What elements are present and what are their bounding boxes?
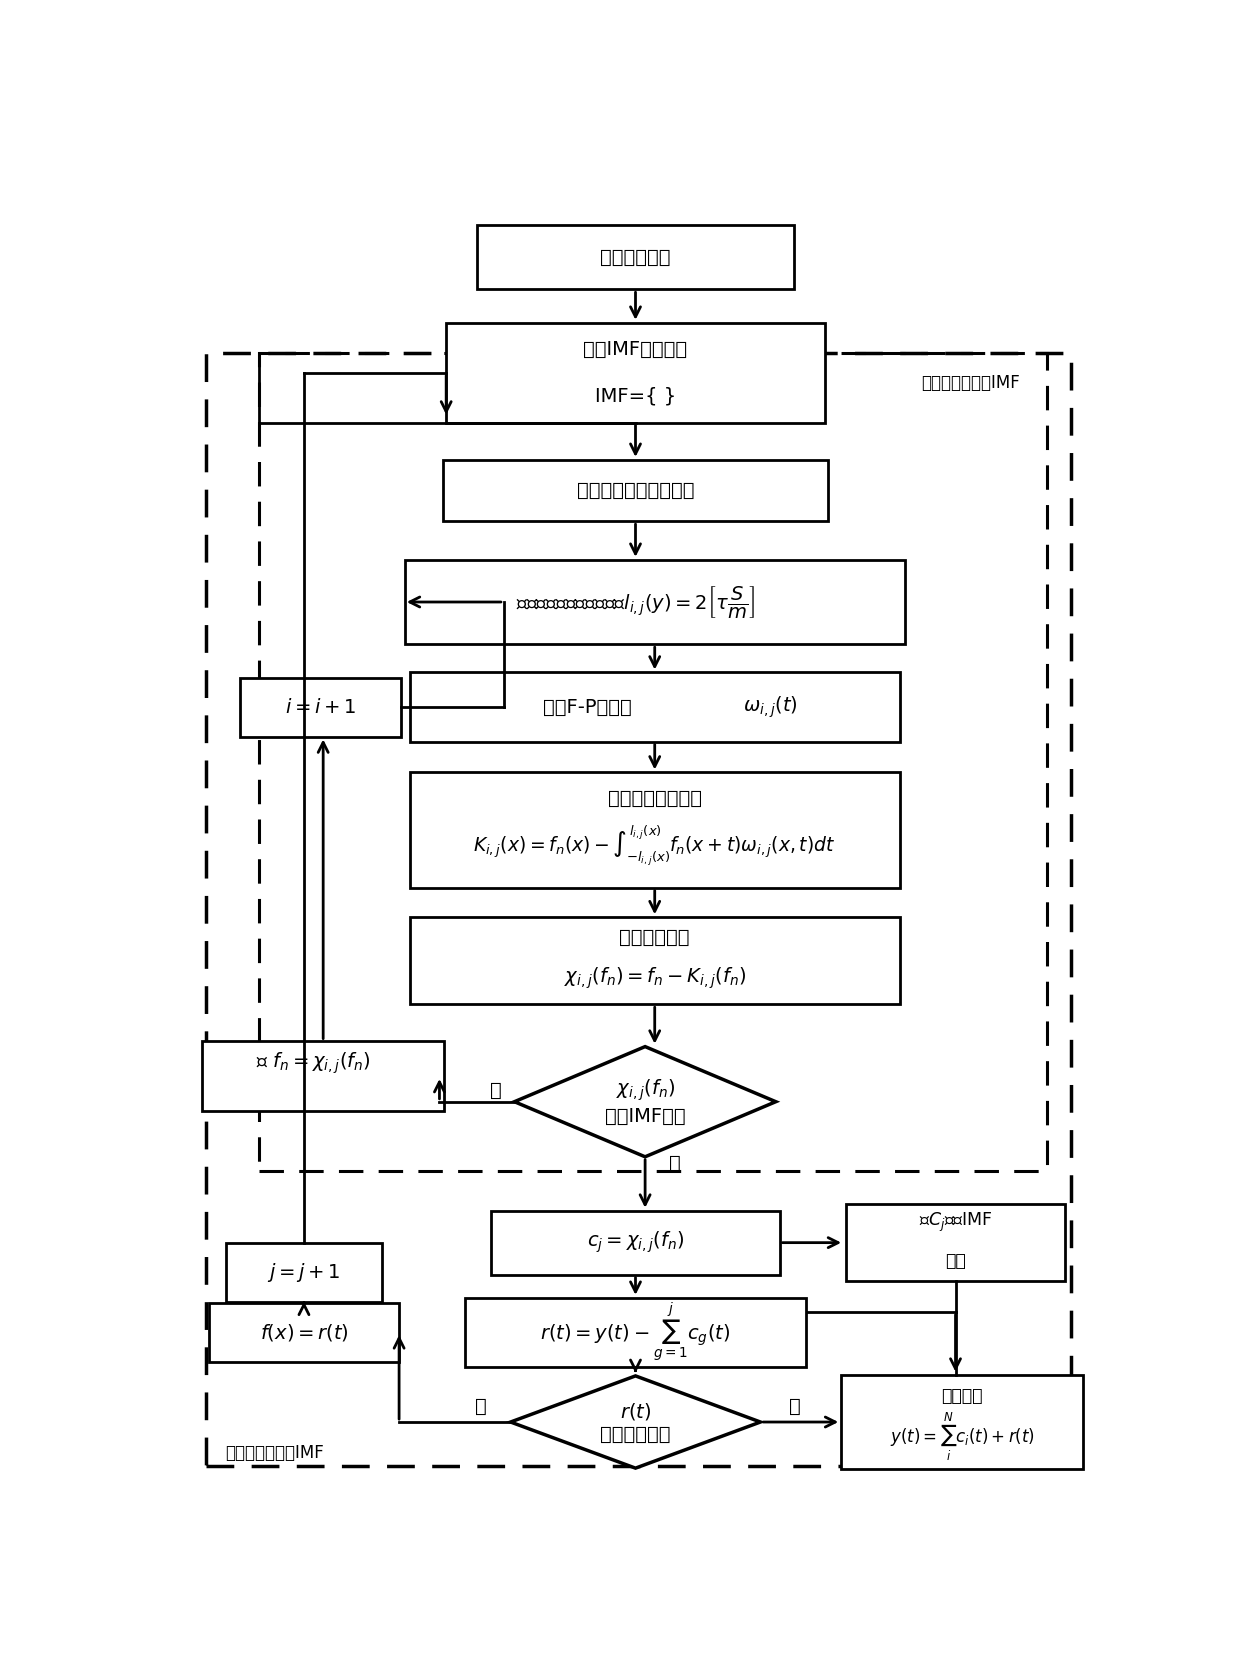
Text: 是: 是	[670, 1153, 681, 1173]
Text: 计算移动平均波形: 计算移动平均波形	[608, 789, 702, 807]
Text: $y(t)=\sum_{i}^{N}c_i(t)+r(t)$: $y(t)=\sum_{i}^{N}c_i(t)+r(t)$	[890, 1411, 1034, 1463]
FancyBboxPatch shape	[409, 772, 900, 887]
FancyBboxPatch shape	[841, 1374, 1084, 1469]
Text: 将$C_j$加入IMF: 将$C_j$加入IMF	[919, 1210, 992, 1233]
FancyBboxPatch shape	[491, 1211, 780, 1275]
Text: 最终结果: 最终结果	[941, 1388, 983, 1406]
FancyBboxPatch shape	[404, 559, 905, 644]
FancyBboxPatch shape	[202, 1042, 444, 1110]
Text: IMF={ }: IMF={ }	[595, 386, 676, 406]
FancyBboxPatch shape	[445, 323, 826, 423]
Text: $\omega_{i,j}(t)$: $\omega_{i,j}(t)$	[743, 694, 797, 721]
Text: $f(x)=r(t)$: $f(x)=r(t)$	[259, 1321, 348, 1343]
Text: 采集振动信号: 采集振动信号	[600, 248, 671, 266]
FancyBboxPatch shape	[239, 677, 401, 737]
Text: $r(t)=y(t)-\sum_{g=1}^{j}c_g(t)$: $r(t)=y(t)-\sum_{g=1}^{j}c_g(t)$	[541, 1301, 730, 1364]
Text: $\chi_{i,j}(f_n)$
满足IMF准则: $\chi_{i,j}(f_n)$ 满足IMF准则	[605, 1078, 686, 1125]
Text: $j=j+1$: $j=j+1$	[267, 1261, 341, 1283]
Text: 是: 是	[789, 1398, 801, 1416]
FancyBboxPatch shape	[409, 917, 900, 1005]
Text: $c_j=\chi_{i,j}(f_n)$: $c_j=\chi_{i,j}(f_n)$	[587, 1230, 684, 1255]
Text: $K_{i,j}(x)=f_n(x)-\int_{-l_{i,j}(x)}^{l_{i,j}(x)}f_n(x+t)\omega_{i,j}(x,t)dt$: $K_{i,j}(x)=f_n(x)-\int_{-l_{i,j}(x)}^{l…	[474, 824, 836, 869]
FancyBboxPatch shape	[444, 459, 828, 521]
Text: 信号波动分量: 信号波动分量	[620, 929, 689, 947]
FancyBboxPatch shape	[477, 225, 794, 290]
FancyBboxPatch shape	[846, 1205, 1065, 1281]
Text: 产生F-P滤波器: 产生F-P滤波器	[543, 697, 632, 717]
FancyBboxPatch shape	[226, 1243, 382, 1301]
Text: 否: 否	[475, 1398, 486, 1416]
Text: 集合: 集合	[945, 1251, 966, 1270]
Text: 令 $f_n=\chi_{i,j}(f_n)$: 令 $f_n=\chi_{i,j}(f_n)$	[257, 1050, 371, 1077]
Polygon shape	[515, 1047, 776, 1156]
Text: 否: 否	[490, 1080, 502, 1100]
Text: 初始化内循环迭代参数: 初始化内循环迭代参数	[577, 481, 694, 499]
Text: 计算单个波形的滤波长度$l_{i,j}(y)=2\left[\tau\dfrac{S}{m}\right]$: 计算单个波形的滤波长度$l_{i,j}(y)=2\left[\tau\dfrac…	[516, 584, 755, 621]
Text: $\chi_{i,j}(f_n)=f_n-K_{i,j}(f_n)$: $\chi_{i,j}(f_n)=f_n-K_{i,j}(f_n)$	[563, 965, 746, 992]
FancyBboxPatch shape	[208, 1303, 399, 1361]
Polygon shape	[511, 1376, 760, 1468]
FancyBboxPatch shape	[465, 1298, 806, 1366]
Text: 外循环产生所有IMF: 外循环产生所有IMF	[226, 1444, 324, 1461]
Text: 设定IMF分量成分: 设定IMF分量成分	[584, 339, 687, 359]
FancyBboxPatch shape	[409, 672, 900, 742]
Text: $i=i+1$: $i=i+1$	[285, 697, 356, 717]
Text: 内循环计算单一IMF: 内循环计算单一IMF	[921, 374, 1019, 393]
Text: $r(t)$
满足停止准则: $r(t)$ 满足停止准则	[600, 1401, 671, 1444]
